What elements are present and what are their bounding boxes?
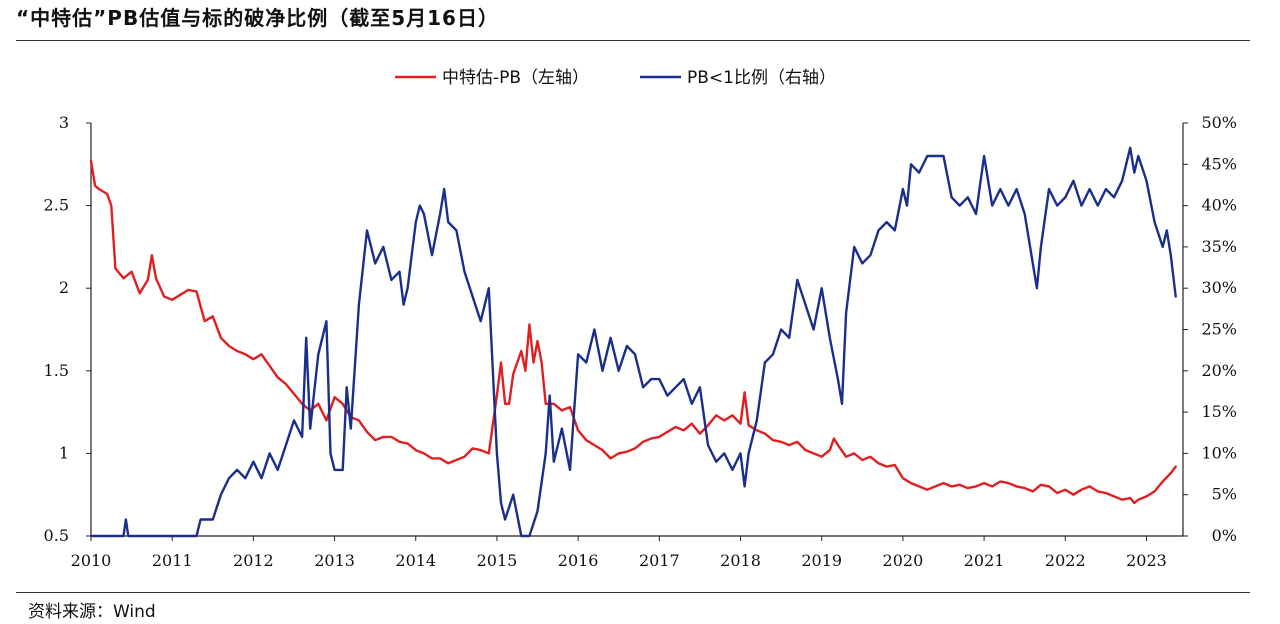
right-axis-ticks: 0% 5% 10% 15% 20% 25% 30% 35% 40% 45% 50% [1183,113,1237,545]
x-tick-label: 2013 [314,551,355,570]
left-tick-label: 0.5 [44,526,69,545]
right-tick-label: 45% [1201,154,1237,173]
x-tick-label: 2016 [558,551,599,570]
left-tick-label: 2 [59,278,69,297]
right-tick-label: 0% [1212,526,1237,545]
chart-title: “中特估”PB估值与标的破净比例（截至5月16日） [16,6,499,30]
right-tick-label: 20% [1201,361,1237,380]
series-group [89,146,1177,538]
right-tick-label: 30% [1201,278,1237,297]
left-tick-label: 1.5 [44,361,69,380]
left-axis-ticks: 0.5 1 1.5 2 2.5 3 [44,113,91,545]
series-line-ratio [89,146,1177,538]
right-tick-label: 40% [1201,196,1237,215]
right-tick-label: 25% [1201,320,1237,339]
x-tick-label: 2012 [233,551,274,570]
legend-label-pb: 中特估-PB（左轴） [442,68,589,88]
left-tick-label: 3 [59,113,69,132]
x-tick-label: 2011 [152,551,193,570]
x-axis-ticks: 2010 2011 2012 2013 2014 2015 2016 2017 2018 2019… [71,536,1167,570]
legend-label-ratio: PB<1比例（右轴） [687,68,836,88]
right-tick-label: 50% [1201,113,1237,132]
x-tick-label: 2022 [1045,551,1086,570]
x-tick-label: 2020 [883,551,924,570]
x-tick-label: 2018 [720,551,761,570]
legend: 中特估-PB（左轴） PB<1比例（右轴） [395,68,836,88]
left-tick-label: 2.5 [44,196,69,215]
x-tick-label: 2014 [395,551,436,570]
right-tick-label: 5% [1212,485,1237,504]
axes [90,123,1184,537]
right-tick-label: 10% [1201,443,1237,462]
bottom-rule [16,592,1250,593]
series-line-pb [89,159,1177,505]
x-tick-label: 2019 [801,551,842,570]
x-tick-label: 2017 [639,551,680,570]
x-tick-label: 2021 [964,551,1005,570]
source-note: 资料来源：Wind [28,602,156,622]
right-tick-label: 15% [1201,402,1237,421]
x-tick-label: 2023 [1126,551,1167,570]
x-tick-label: 2015 [477,551,518,570]
x-tick-label: 2010 [71,551,112,570]
left-tick-label: 1 [59,443,69,462]
right-tick-label: 35% [1201,237,1237,256]
top-rule [16,40,1250,41]
